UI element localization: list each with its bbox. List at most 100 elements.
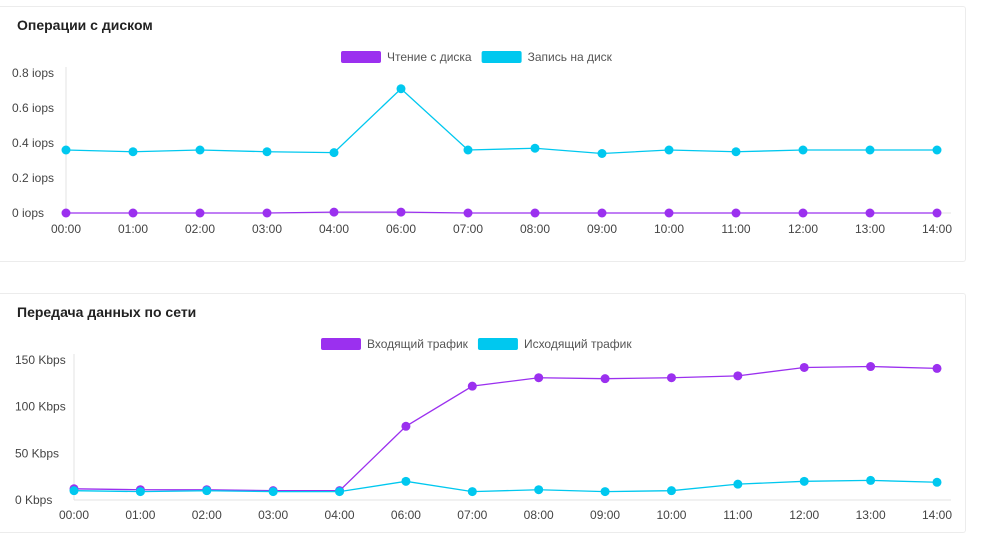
legend-item[interactable]: Чтение с диска [341, 50, 472, 64]
series-line [73, 479, 938, 493]
data-point[interactable] [128, 147, 138, 157]
data-point[interactable] [799, 476, 809, 486]
data-point[interactable] [798, 145, 808, 155]
x-tick-label: 07:00 [453, 222, 483, 236]
data-point[interactable] [530, 208, 540, 218]
data-point[interactable] [396, 84, 406, 94]
data-point[interactable] [329, 148, 339, 158]
data-point[interactable] [135, 487, 145, 497]
y-tick-label: 0.6 iops [12, 101, 54, 115]
data-point[interactable] [61, 208, 71, 218]
x-tick-label: 03:00 [258, 508, 288, 522]
data-point[interactable] [61, 145, 71, 155]
x-tick-label: 13:00 [855, 222, 885, 236]
data-point[interactable] [202, 486, 212, 496]
y-tick-label: 0.2 iops [12, 171, 54, 185]
data-point[interactable] [335, 487, 345, 497]
x-tick-label: 12:00 [789, 508, 819, 522]
data-point[interactable] [664, 208, 674, 218]
disk-operations-panel: Операции с диском [0, 6, 966, 262]
x-tick-label: 01:00 [125, 508, 155, 522]
legend-item[interactable]: Запись на диск [481, 50, 613, 64]
legend-label: Чтение с диска [387, 50, 472, 64]
data-point[interactable] [733, 371, 743, 381]
x-tick-label: 00:00 [59, 508, 89, 522]
series-line [65, 87, 937, 155]
data-point[interactable] [799, 362, 809, 372]
x-tick-label: 00:00 [51, 222, 81, 236]
y-tick-label: 0.8 iops [12, 66, 54, 80]
data-point[interactable] [530, 143, 540, 153]
data-point[interactable] [534, 373, 544, 383]
y-tick-label: 100 Kbps [15, 400, 66, 414]
network-transfer-chart: 0 Kbps 50 Kbps 100 Kbps 150 Kbps 00:00 01:00 0… [15, 337, 952, 522]
data-point[interactable] [798, 208, 808, 218]
data-point[interactable] [865, 208, 875, 218]
series-line [66, 211, 937, 214]
disk-operations-chart: 0 iops 0.2 iops 0.4 iops 0.6 iops 0.8 iops 00… [12, 50, 952, 236]
x-tick-label: 13:00 [856, 508, 886, 522]
data-point[interactable] [597, 208, 607, 218]
x-tick-label: 03:00 [252, 222, 282, 236]
data-point[interactable] [731, 147, 741, 157]
x-tick-label: 02:00 [192, 508, 222, 522]
data-point[interactable] [463, 208, 473, 218]
data-point[interactable] [467, 381, 477, 391]
data-point[interactable] [597, 149, 607, 158]
x-tick-label: 10:00 [656, 508, 686, 522]
legend-swatch [341, 51, 381, 63]
data-point[interactable] [467, 487, 477, 497]
data-point[interactable] [664, 145, 674, 155]
x-tick-label: 10:00 [654, 222, 684, 236]
x-tick-label: 04:00 [325, 508, 355, 522]
data-point[interactable] [128, 208, 138, 218]
data-point[interactable] [69, 486, 79, 496]
data-point[interactable] [268, 487, 278, 497]
series-line [73, 365, 938, 492]
data-point[interactable] [932, 145, 942, 155]
data-point[interactable] [262, 208, 272, 218]
x-tick-label: 07:00 [457, 508, 487, 522]
legend-label: Запись на диск [528, 50, 613, 64]
data-point[interactable] [865, 145, 875, 155]
data-point[interactable] [195, 208, 205, 218]
legend-item[interactable]: Входящий трафик [321, 337, 469, 351]
x-tick-label: 08:00 [520, 222, 550, 236]
data-point[interactable] [262, 147, 272, 157]
data-point[interactable] [600, 487, 610, 497]
data-point[interactable] [534, 485, 544, 495]
x-tick-label: 02:00 [185, 222, 215, 236]
x-tick-label: 04:00 [319, 222, 349, 236]
x-tick-label: 11:00 [723, 508, 752, 522]
data-point[interactable] [329, 207, 339, 217]
data-point[interactable] [932, 208, 942, 218]
x-tick-label: 06:00 [386, 222, 416, 236]
y-tick-label: 150 Kbps [15, 353, 66, 367]
data-point[interactable] [600, 374, 610, 384]
x-tick-label: 06:00 [391, 508, 421, 522]
data-point[interactable] [401, 421, 411, 431]
legend-item[interactable]: Исходящий трафик [477, 337, 632, 351]
data-point[interactable] [932, 363, 942, 373]
x-tick-label: 14:00 [922, 508, 952, 522]
data-point[interactable] [731, 208, 741, 218]
data-point[interactable] [932, 477, 942, 487]
y-tick-label: 0.4 iops [12, 136, 54, 150]
x-tick-label: 01:00 [118, 222, 148, 236]
data-point[interactable] [396, 207, 406, 217]
x-tick-label: 09:00 [587, 222, 617, 236]
data-point[interactable] [733, 479, 743, 489]
data-point[interactable] [666, 373, 676, 383]
network-chart-title: Передача данных по сети [17, 304, 197, 320]
network-transfer-panel: Передача данных по сети [0, 293, 966, 533]
data-point[interactable] [666, 486, 676, 496]
data-point[interactable] [866, 475, 876, 485]
x-tick-label: 11:00 [721, 222, 750, 236]
legend-label: Входящий трафик [367, 337, 469, 351]
x-tick-label: 08:00 [524, 508, 554, 522]
data-point[interactable] [463, 145, 473, 155]
data-point[interactable] [195, 145, 205, 155]
data-point[interactable] [401, 476, 411, 486]
data-point[interactable] [866, 362, 876, 372]
y-tick-label: 0 iops [12, 206, 44, 220]
